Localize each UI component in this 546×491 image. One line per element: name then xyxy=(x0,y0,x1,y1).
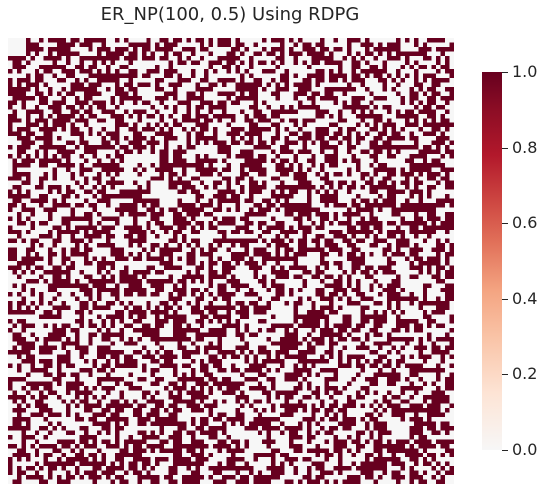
colorbar-tick-label: 0.8 xyxy=(512,138,538,157)
colorbar-tick-label: 0.2 xyxy=(512,364,538,383)
colorbar-tick xyxy=(502,223,508,224)
colorbar-tick xyxy=(502,72,508,73)
heatmap-matrix xyxy=(8,38,454,484)
colorbar-tick-label: 0.4 xyxy=(512,289,538,308)
colorbar-tick xyxy=(502,374,508,375)
colorbar xyxy=(482,72,502,450)
colorbar-tick xyxy=(502,148,508,149)
colorbar-tick-label: 0.0 xyxy=(512,440,538,459)
colorbar-tick xyxy=(502,299,508,300)
chart-title: ER_NP(100, 0.5) Using RDPG xyxy=(100,4,360,25)
colorbar-tick-label: 0.6 xyxy=(512,213,538,232)
colorbar-tick-label: 1.0 xyxy=(512,62,538,81)
colorbar-tick xyxy=(502,450,508,451)
